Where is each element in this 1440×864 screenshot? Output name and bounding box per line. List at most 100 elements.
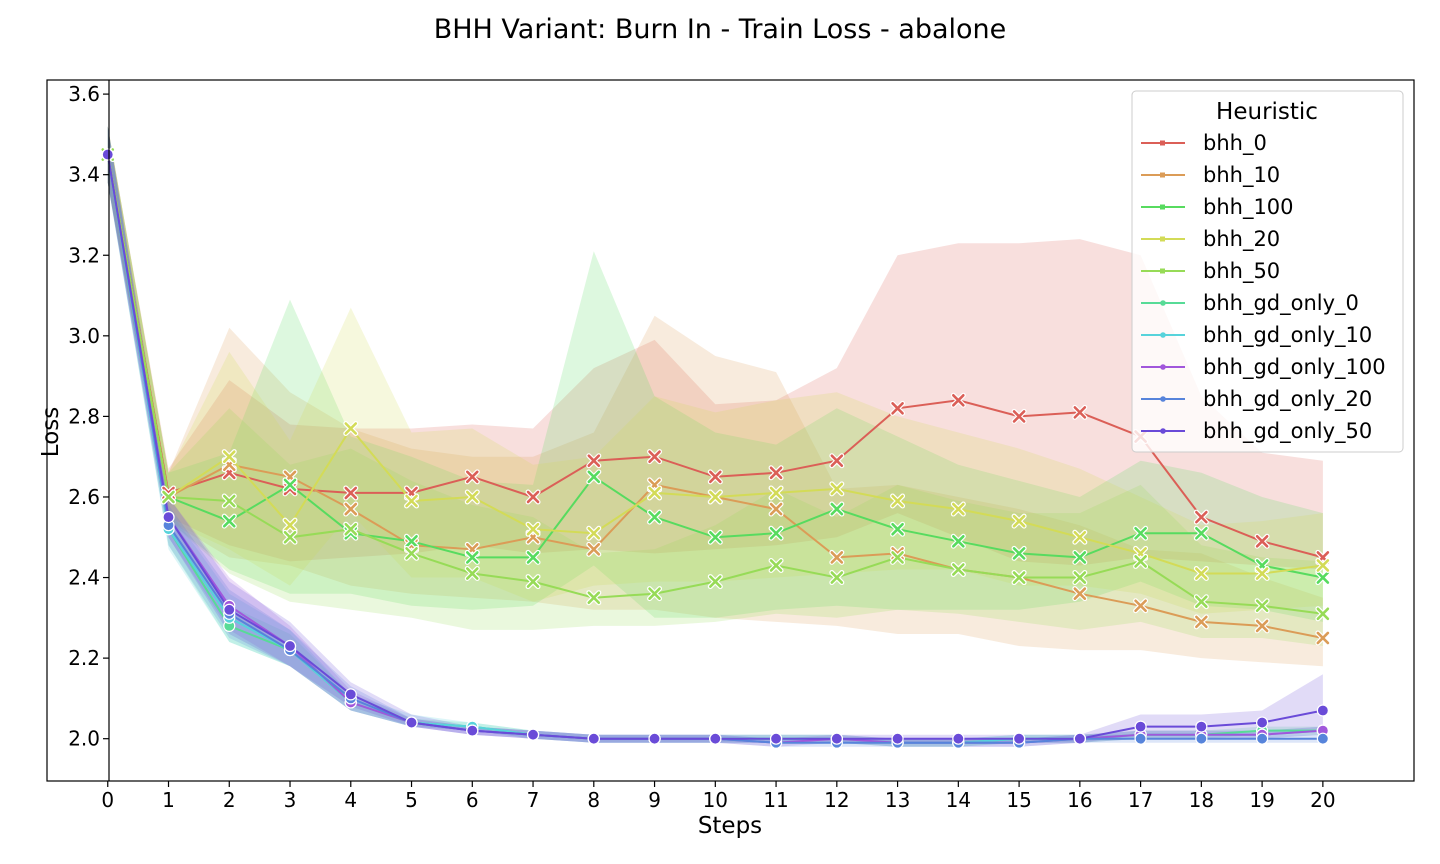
chart-title: BHH Variant: Burn In - Train Loss - abal…: [434, 14, 1007, 45]
point-bhh-100-14: [950, 533, 966, 549]
x-axis-ticks: 0 1 2 3 4 5 6 7 8 9 10 11 12 13 14 15 16 17 18 19 20: [101, 781, 1336, 812]
point-bhh-gd-only-50-3: [283, 639, 297, 653]
x-tick-label: 11: [763, 788, 788, 812]
point-bhh-20-3: [282, 517, 298, 533]
point-bhh-20-13: [890, 493, 906, 509]
legend-item-bhh-50: bhh_50: [1141, 259, 1280, 284]
point-bhh-0-9: [647, 449, 663, 465]
y-tick-label: 3.6: [68, 82, 100, 106]
point-bhh-gd-only-50-19: [1256, 716, 1269, 729]
x-axis-label: Steps: [698, 813, 762, 839]
point-bhh-0-16: [1072, 404, 1088, 420]
point-bhh-50-18: [1193, 594, 1209, 610]
point-bhh-100-20: [1315, 570, 1331, 586]
point-bhh-10-12: [829, 549, 845, 565]
x-tick-label: 17: [1128, 788, 1153, 812]
x-tick-label: 8: [587, 788, 600, 812]
y-tick-label: 2.8: [68, 404, 100, 428]
point-bhh-20-11: [768, 485, 784, 501]
legend-label: bhh_gd_only_100: [1203, 355, 1386, 380]
legend-label: bhh_0: [1203, 131, 1267, 156]
y-tick-label: 2.0: [68, 727, 100, 751]
point-bhh-100-16: [1072, 549, 1088, 565]
y-tick-label: 2.4: [68, 566, 100, 590]
legend-label: bhh_gd_only_20: [1203, 387, 1372, 412]
point-bhh-50-12: [829, 570, 845, 586]
point-bhh-100-3: [282, 477, 298, 493]
point-bhh-0-13: [890, 400, 906, 416]
point-bhh-0-6: [464, 469, 480, 485]
point-bhh-gd-only-50-12: [830, 732, 843, 745]
point-bhh-50-20: [1315, 606, 1331, 622]
point-bhh-20-9: [647, 485, 663, 501]
point-bhh-0-8: [586, 453, 602, 469]
x-tick-label: 6: [466, 788, 479, 812]
point-bhh-gd-only-20-18: [1195, 732, 1208, 745]
legend-items: bhh_0 bhh_10 bhh_100 bhh_20 bhh_50 bhh_gd_onl…: [1141, 131, 1386, 444]
point-bhh-gd-only-50-2: [223, 603, 236, 616]
series-markers: [100, 147, 1331, 749]
point-bhh-gd-only-50-17: [1134, 720, 1147, 733]
point-bhh-gd-only-50-16: [1073, 732, 1086, 745]
point-bhh-20-14: [950, 501, 966, 517]
legend-marker: [1160, 300, 1166, 306]
legend-marker: [1160, 204, 1165, 210]
point-bhh-gd-only-50-7: [526, 728, 540, 741]
point-bhh-gd-only-50-11: [769, 732, 783, 745]
x-tick-label: 9: [648, 788, 661, 812]
point-bhh-gd-only-50-1: [162, 511, 175, 524]
point-bhh-20-20: [1315, 557, 1331, 573]
point-bhh-100-7: [525, 549, 541, 565]
x-tick-label: 3: [284, 788, 297, 812]
x-tick-label: 5: [405, 788, 418, 812]
point-bhh-gd-only-50-18: [1195, 720, 1208, 733]
point-bhh-20-15: [1011, 513, 1027, 529]
legend-label: bhh_50: [1203, 259, 1280, 284]
legend: Heuristic bhh_0 bhh_10 bhh_100 bhh_20 bhh_50…: [1131, 90, 1404, 453]
point-bhh-20-4: [343, 420, 359, 436]
point-bhh-100-18: [1193, 525, 1209, 541]
point-bhh-50-15: [1011, 570, 1027, 586]
x-tick-label: 15: [1006, 788, 1031, 812]
point-bhh-50-7: [525, 574, 541, 590]
band-bhh-0: [107, 126, 1323, 570]
point-bhh-10-19: [1254, 618, 1270, 634]
point-bhh-20-12: [829, 481, 845, 497]
x-tick-label: 20: [1310, 788, 1335, 812]
point-bhh-100-15: [1011, 545, 1027, 561]
point-bhh-50-4: [343, 521, 359, 537]
x-tick-label: 1: [162, 788, 175, 812]
point-bhh-20-16: [1072, 529, 1088, 545]
point-bhh-10-17: [1133, 598, 1149, 614]
point-bhh-10-8: [586, 541, 602, 557]
point-bhh-0-7: [525, 489, 541, 505]
legend-marker: [1160, 396, 1166, 402]
point-bhh-0-11: [768, 465, 784, 481]
point-bhh-100-12: [829, 501, 845, 517]
legend-marker: [1160, 364, 1166, 370]
point-bhh-10-18: [1193, 614, 1209, 630]
legend-marker: [1160, 172, 1165, 178]
x-tick-label: 0: [101, 788, 114, 812]
legend-item-bhh-gd-only-0: bhh_gd_only_0: [1141, 291, 1359, 316]
point-bhh-20-6: [464, 489, 480, 505]
point-bhh-50-14: [950, 561, 966, 577]
legend-marker: [1160, 332, 1166, 338]
legend-item-bhh-gd-only-20: bhh_gd_only_20: [1141, 387, 1372, 412]
legend-label: bhh_gd_only_50: [1203, 419, 1372, 444]
point-bhh-100-8: [586, 469, 602, 485]
legend-label: bhh_gd_only_0: [1203, 291, 1359, 316]
point-bhh-0-14: [950, 392, 966, 408]
x-tick-label: 13: [885, 788, 910, 812]
legend-marker: [1160, 428, 1166, 434]
point-bhh-50-8: [586, 590, 602, 606]
x-tick-label: 16: [1067, 788, 1092, 812]
y-tick-label: 2.2: [68, 646, 100, 670]
legend-label: bhh_100: [1203, 195, 1294, 220]
point-bhh-gd-only-20-19: [1256, 732, 1269, 745]
point-bhh-0-18: [1193, 509, 1209, 525]
x-tick-label: 7: [527, 788, 540, 812]
point-bhh-10-20: [1315, 630, 1331, 646]
point-bhh-gd-only-50-15: [1012, 732, 1026, 745]
legend-item-bhh-0: bhh_0: [1141, 131, 1267, 156]
